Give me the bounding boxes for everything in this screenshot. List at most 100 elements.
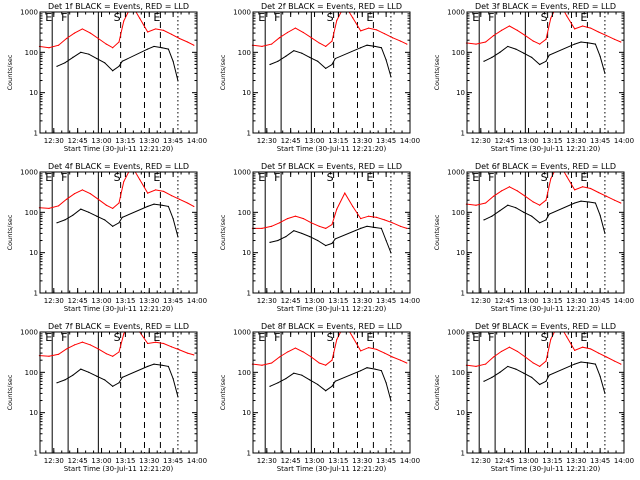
series-point-events xyxy=(539,222,541,224)
series-point-events xyxy=(380,370,382,372)
series-point-events xyxy=(531,376,533,378)
series-point-lld xyxy=(48,47,50,49)
series-point-events xyxy=(64,219,66,221)
series-point-events xyxy=(104,379,106,381)
x-tick-label: 13:00 xyxy=(304,457,324,465)
series-point-lld xyxy=(399,40,402,42)
panel-title: Det 8f BLACK = Events, RED = LLD xyxy=(261,322,402,331)
series-point-events xyxy=(64,379,66,381)
series-point-lld xyxy=(278,222,281,224)
series-point-events xyxy=(147,365,149,368)
series-point-lld xyxy=(508,186,511,188)
series-point-lld xyxy=(539,43,541,45)
series-line-events xyxy=(56,45,179,81)
marker-label-1: F xyxy=(61,331,67,344)
x-tick-label: 13:45 xyxy=(163,457,183,465)
series-point-events xyxy=(118,65,120,67)
series-point-events xyxy=(167,365,169,368)
y-tick-label: 1000 xyxy=(20,9,38,17)
series-point-lld xyxy=(325,227,327,229)
series-point-lld xyxy=(186,202,189,204)
series-point-events xyxy=(301,232,303,235)
series-point-lld xyxy=(261,227,263,229)
series-point-lld xyxy=(336,208,338,210)
series-point-events xyxy=(334,238,336,240)
marker-label-5: E xyxy=(580,331,587,344)
x-tick-label: 12:30 xyxy=(257,137,277,145)
series-point-lld xyxy=(310,37,312,39)
series-point-events xyxy=(594,202,596,204)
series-point-events xyxy=(483,219,485,221)
series-point-lld xyxy=(336,19,338,21)
series-point-events xyxy=(539,63,541,66)
marker-label-5: E xyxy=(366,171,373,184)
x-tick-label: 13:30 xyxy=(352,457,372,465)
y-tick-label: 10 xyxy=(242,409,251,417)
series-point-lld xyxy=(550,178,552,180)
series-point-events xyxy=(360,227,362,229)
series-point-events xyxy=(366,367,368,369)
series-point-events xyxy=(366,225,368,227)
x-tick-label: 12:30 xyxy=(257,297,277,305)
series-point-lld xyxy=(123,333,125,335)
series-point-lld xyxy=(155,28,157,30)
x-tick-label: 12:30 xyxy=(471,297,491,305)
series-point-lld xyxy=(65,37,68,40)
series-point-events xyxy=(277,239,279,242)
series-point-events xyxy=(574,363,576,365)
x-tick-label: 14:00 xyxy=(400,137,420,145)
series-point-lld xyxy=(65,198,68,200)
series-point-lld xyxy=(399,359,402,361)
series-point-lld xyxy=(48,207,50,210)
series-point-events xyxy=(161,47,163,49)
marker-label-3: S xyxy=(327,171,334,184)
series-point-events xyxy=(325,244,327,247)
series-point-events xyxy=(88,53,90,55)
series-point-lld xyxy=(532,201,534,203)
series-point-events xyxy=(491,215,493,217)
series-point-lld xyxy=(112,47,114,49)
y-tick-label: 1000 xyxy=(20,329,38,337)
series-point-lld xyxy=(97,198,99,200)
series-point-lld xyxy=(186,352,189,354)
y-tick-label: 100 xyxy=(452,209,465,217)
series-point-lld xyxy=(302,351,304,353)
series-point-lld xyxy=(139,17,141,19)
series-point-events xyxy=(293,230,295,232)
series-point-events xyxy=(317,60,319,62)
series-point-events xyxy=(390,252,392,254)
series-point-events xyxy=(599,214,601,216)
series-point-events xyxy=(285,236,287,238)
x-axis-label: Start Time (30-Jul-11 12:21:20) xyxy=(491,465,601,473)
marker-label-0: E xyxy=(258,331,265,344)
series-point-lld xyxy=(261,364,263,366)
x-tick-label: 13:30 xyxy=(352,297,372,305)
series-point-lld xyxy=(89,32,91,34)
series-point-lld xyxy=(605,195,608,197)
series-point-lld xyxy=(508,25,511,27)
series-point-events xyxy=(374,226,376,229)
marker-label-5: E xyxy=(366,331,373,344)
x-tick-label: 14:00 xyxy=(187,137,207,145)
series-point-events xyxy=(491,56,493,58)
y-axis-label: Counts/sec xyxy=(433,374,441,410)
panel-title: Det 7f BLACK = Events, RED = LLD xyxy=(48,322,189,331)
series-point-lld xyxy=(613,360,616,362)
marker-label-3: S xyxy=(541,331,548,344)
plot-frame xyxy=(39,171,198,294)
series-point-lld xyxy=(582,25,584,27)
series-point-events xyxy=(301,52,303,54)
series-point-lld xyxy=(532,40,534,42)
marker-label-1: F xyxy=(488,171,494,184)
series-point-lld xyxy=(97,37,99,40)
series-point-lld xyxy=(331,359,333,361)
series-point-lld xyxy=(508,346,511,348)
series-point-lld xyxy=(178,198,181,200)
series-point-lld xyxy=(524,34,526,37)
series-point-lld xyxy=(550,17,552,19)
series-point-lld xyxy=(566,15,568,17)
marker-label-5: E xyxy=(153,331,160,344)
series-point-events xyxy=(72,56,74,58)
series-point-lld xyxy=(318,42,320,44)
